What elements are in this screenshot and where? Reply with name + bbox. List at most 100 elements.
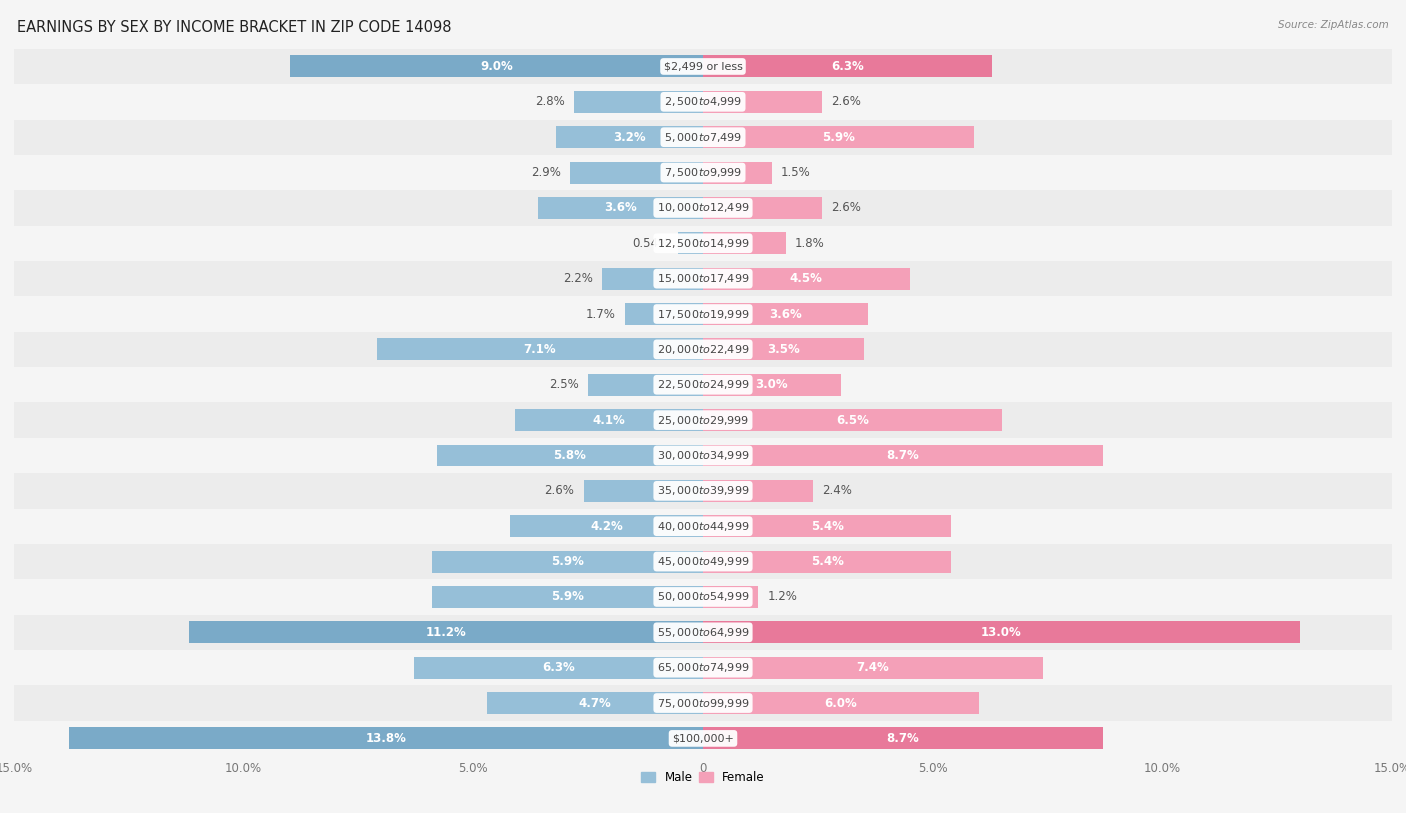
Bar	[537, 197, 703, 219]
Bar	[14, 402, 1392, 437]
Bar	[14, 367, 1392, 402]
Text: 6.5%: 6.5%	[835, 414, 869, 427]
Text: 4.7%: 4.7%	[579, 697, 612, 710]
Legend: Male, Female: Male, Female	[637, 767, 769, 789]
Bar	[703, 126, 974, 148]
Bar	[703, 374, 841, 396]
Text: 5.9%: 5.9%	[551, 555, 583, 568]
Bar	[14, 297, 1392, 332]
Text: 3.6%: 3.6%	[769, 307, 801, 320]
Bar	[678, 233, 703, 254]
Bar	[575, 91, 703, 113]
Text: 4.2%: 4.2%	[591, 520, 623, 533]
Text: $5,000 to $7,499: $5,000 to $7,499	[664, 131, 742, 144]
Bar	[14, 261, 1392, 297]
Bar	[703, 338, 863, 360]
Bar	[703, 550, 950, 572]
Text: 2.5%: 2.5%	[550, 378, 579, 391]
Bar	[486, 692, 703, 714]
Bar	[703, 409, 1001, 431]
Bar	[413, 657, 703, 679]
Text: 1.5%: 1.5%	[782, 166, 811, 179]
Bar	[703, 480, 813, 502]
Text: 4.5%: 4.5%	[790, 272, 823, 285]
Text: $35,000 to $39,999: $35,000 to $39,999	[657, 485, 749, 498]
Text: 2.4%: 2.4%	[823, 485, 852, 498]
Bar	[14, 49, 1392, 85]
Bar	[602, 267, 703, 289]
Text: 3.6%: 3.6%	[605, 202, 637, 215]
Bar	[14, 615, 1392, 650]
Text: 3.5%: 3.5%	[768, 343, 800, 356]
Text: $55,000 to $64,999: $55,000 to $64,999	[657, 626, 749, 639]
Bar	[290, 55, 703, 77]
Text: 6.3%: 6.3%	[541, 661, 575, 674]
Bar	[555, 126, 703, 148]
Text: 7.4%: 7.4%	[856, 661, 890, 674]
Text: 3.0%: 3.0%	[755, 378, 789, 391]
Bar	[703, 657, 1043, 679]
Bar	[69, 728, 703, 750]
Bar	[703, 586, 758, 608]
Text: 9.0%: 9.0%	[479, 60, 513, 73]
Text: 2.9%: 2.9%	[530, 166, 561, 179]
Text: $12,500 to $14,999: $12,500 to $14,999	[657, 237, 749, 250]
Text: $10,000 to $12,499: $10,000 to $12,499	[657, 202, 749, 215]
Bar	[703, 621, 1301, 643]
Bar	[377, 338, 703, 360]
Bar	[14, 650, 1392, 685]
Text: Source: ZipAtlas.com: Source: ZipAtlas.com	[1278, 20, 1389, 30]
Text: $30,000 to $34,999: $30,000 to $34,999	[657, 449, 749, 462]
Bar	[583, 480, 703, 502]
Text: 8.7%: 8.7%	[886, 449, 920, 462]
Text: $45,000 to $49,999: $45,000 to $49,999	[657, 555, 749, 568]
Text: EARNINGS BY SEX BY INCOME BRACKET IN ZIP CODE 14098: EARNINGS BY SEX BY INCOME BRACKET IN ZIP…	[17, 20, 451, 35]
Bar	[14, 120, 1392, 155]
Text: 2.2%: 2.2%	[562, 272, 593, 285]
Text: 6.3%: 6.3%	[831, 60, 865, 73]
Bar	[569, 162, 703, 184]
Bar	[703, 267, 910, 289]
Text: $7,500 to $9,999: $7,500 to $9,999	[664, 166, 742, 179]
Bar	[14, 685, 1392, 720]
Bar	[515, 409, 703, 431]
Text: 5.9%: 5.9%	[551, 590, 583, 603]
Text: 13.0%: 13.0%	[981, 626, 1022, 639]
Bar	[14, 509, 1392, 544]
Bar	[437, 445, 703, 467]
Bar	[703, 233, 786, 254]
Text: 2.6%: 2.6%	[831, 202, 862, 215]
Text: 4.1%: 4.1%	[592, 414, 626, 427]
Text: $2,499 or less: $2,499 or less	[664, 62, 742, 72]
Text: $75,000 to $99,999: $75,000 to $99,999	[657, 697, 749, 710]
Text: 3.2%: 3.2%	[613, 131, 645, 144]
Bar	[14, 544, 1392, 579]
Bar	[432, 550, 703, 572]
Bar	[14, 579, 1392, 615]
Bar	[703, 692, 979, 714]
Bar	[14, 85, 1392, 120]
Text: 0.54%: 0.54%	[631, 237, 669, 250]
Bar	[14, 332, 1392, 367]
Text: $50,000 to $54,999: $50,000 to $54,999	[657, 590, 749, 603]
Bar	[14, 155, 1392, 190]
Bar	[703, 303, 869, 325]
Text: $17,500 to $19,999: $17,500 to $19,999	[657, 307, 749, 320]
Text: $40,000 to $44,999: $40,000 to $44,999	[657, 520, 749, 533]
Text: 1.2%: 1.2%	[768, 590, 797, 603]
Bar	[703, 55, 993, 77]
Bar	[510, 515, 703, 537]
Bar	[14, 226, 1392, 261]
Text: 11.2%: 11.2%	[426, 626, 467, 639]
Text: $100,000+: $100,000+	[672, 733, 734, 743]
Text: $15,000 to $17,499: $15,000 to $17,499	[657, 272, 749, 285]
Bar	[14, 190, 1392, 226]
Text: $22,500 to $24,999: $22,500 to $24,999	[657, 378, 749, 391]
Text: 2.6%: 2.6%	[831, 95, 862, 108]
Text: $25,000 to $29,999: $25,000 to $29,999	[657, 414, 749, 427]
Bar	[624, 303, 703, 325]
Text: 5.8%: 5.8%	[554, 449, 586, 462]
Bar	[703, 91, 823, 113]
Bar	[703, 445, 1102, 467]
Bar	[14, 437, 1392, 473]
